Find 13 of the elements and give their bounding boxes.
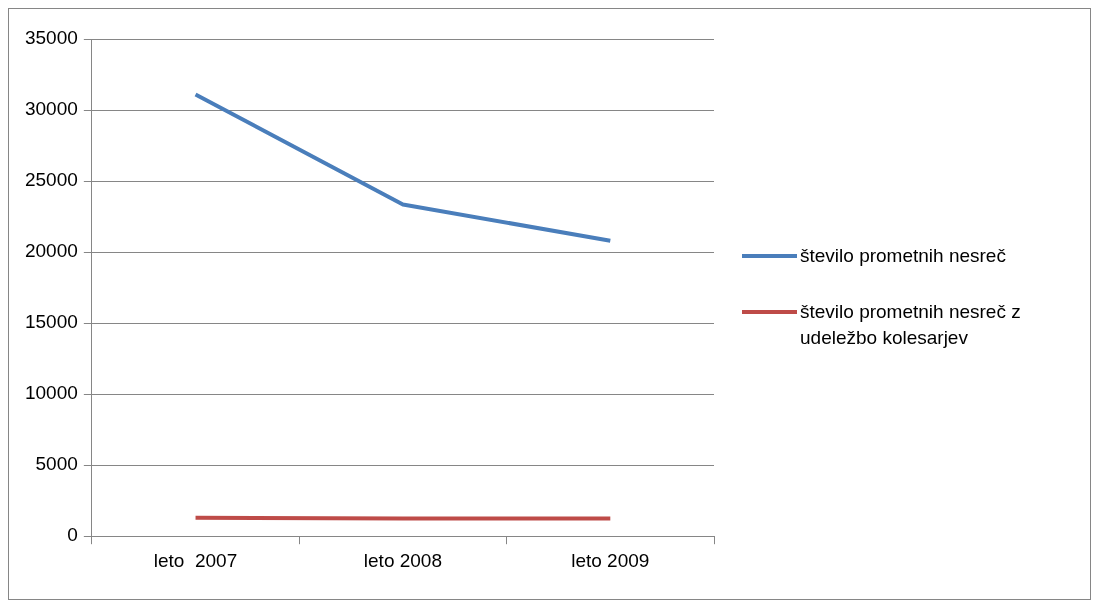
y-tick-label: 30000 xyxy=(24,98,78,120)
x-tick-label: leto 2007 xyxy=(153,549,238,571)
y-tick-label: 0 xyxy=(67,524,78,546)
y-tick-label: 20000 xyxy=(24,240,78,262)
y-tick-label: 10000 xyxy=(24,382,78,404)
y-tick-label: 25000 xyxy=(24,169,78,191)
x-tick-label: leto 2009 xyxy=(571,549,650,571)
y-tick-label: 15000 xyxy=(24,311,78,333)
legend-label: število prometnih nesreč xyxy=(800,244,1006,268)
legend-label: število prometnih nesreč z udeležbo kolesarjev xyxy=(800,300,1022,350)
x-tick-label: leto 2008 xyxy=(363,549,443,571)
y-tick-label: 35000 xyxy=(24,27,78,49)
y-tick-label: 5000 xyxy=(35,453,78,475)
